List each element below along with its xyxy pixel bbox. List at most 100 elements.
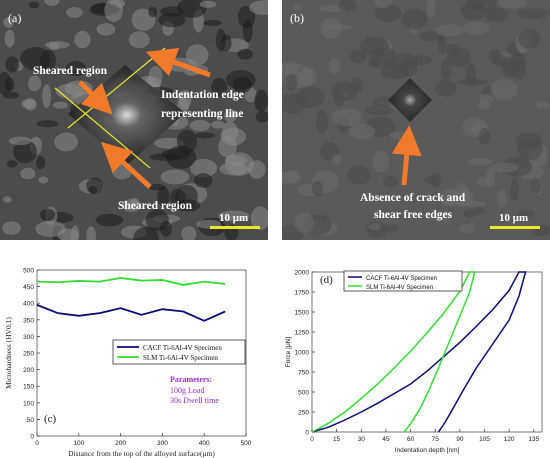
grain [497,190,507,208]
grain [35,220,66,238]
grain [3,17,14,29]
arrow [391,125,422,186]
grain [282,172,301,185]
grain [282,61,299,75]
annotation: Sheared region [33,65,108,77]
grain [254,89,268,112]
grain [333,91,344,107]
y-tick-label: 300 [23,334,34,341]
indentation-mark [388,78,432,122]
plot-frame [311,271,543,433]
grain [211,77,228,98]
y-tick-label: 150 [23,384,34,391]
grain [424,175,440,184]
panel-label: (a) [8,11,21,25]
x-tick-label: 105 [479,436,490,443]
grain [255,111,268,123]
grain [365,104,394,116]
grain [148,183,166,191]
panel-a-micrograph: (a) Sheared region Indentation edge repr… [0,0,268,240]
grain [54,132,79,152]
annotation-line: 30s Dwell time [170,396,219,405]
grain [479,93,493,105]
y-axis-label: Microhardness (HV0.1) [4,317,13,389]
grain [440,188,457,205]
grain [478,127,491,145]
grain [95,213,124,227]
x-tick-label: 60 [407,436,415,443]
x-tick-label: 90 [456,436,464,443]
y-tick-label: 500 [23,268,34,275]
grain [490,79,518,101]
grain [215,28,226,52]
arrow [78,80,113,115]
annotation-line: 100g Load [170,386,204,395]
grain [315,109,329,134]
grain [237,48,253,60]
legend-box [343,270,463,292]
grain [86,177,104,194]
annotation: shear free edges [374,209,453,221]
grain [368,58,380,68]
y-tick-label: 250 [298,410,309,417]
y-tick-label: 100 [23,400,34,407]
grain [5,56,20,73]
annotation: Absence of crack and [360,192,466,204]
y-tick-label: 2000 [295,270,310,277]
grain [463,21,490,35]
grain [440,58,452,81]
grain [232,76,252,94]
series-line [36,277,226,286]
x-tick-label: 45 [382,436,390,443]
legend-entry: SLM Ti-6Al-4V Specimen [143,354,218,362]
grain [459,224,475,234]
x-tick-label: 75 [432,436,440,443]
grain [296,86,325,109]
chart-d: 0 15 30 45 60 75 90 105 120 135 0 250 500 750 1000 1250… [285,270,543,454]
grain [402,8,427,30]
grain [148,6,158,18]
x-tick-label: 0 [35,440,39,447]
grain [484,7,509,22]
grain [2,196,12,203]
grain [199,0,217,9]
y-tick-label: 50 [27,417,35,424]
grain [36,120,59,128]
grain [374,0,393,9]
grain [359,36,390,56]
chart-c: 0 100 200 300 400 500 0 50 100 150 200 250 300 350 400… [4,268,252,458]
grain [176,0,207,18]
grain [393,53,418,68]
grain [66,7,83,18]
annotation: representing line [161,108,243,120]
grain [530,178,542,194]
grain [130,197,140,211]
grain [511,60,527,80]
series-line [311,271,476,433]
grain-texture [282,0,550,240]
grain [383,175,399,187]
grain [20,167,36,180]
x-tick-label: 100 [73,440,84,447]
arrow [145,47,211,78]
grain [55,83,85,99]
grain [42,84,52,109]
annotation-title: Parameters: [170,375,212,384]
grain [455,189,474,206]
grain [373,96,394,107]
grain [517,209,535,218]
grain [294,212,314,233]
grain [498,0,528,9]
grain [145,209,169,232]
grain [535,101,550,110]
y-tick-label: 1000 [295,350,310,357]
grain [426,0,436,19]
panel-label: (b) [290,11,304,25]
grain [434,80,457,97]
grain [165,145,197,169]
grain [248,0,268,16]
grain [374,4,402,23]
legend-entry: SLM Ti-6Al-4V Specimen [366,285,433,291]
grain [349,123,376,140]
grain [8,136,32,146]
